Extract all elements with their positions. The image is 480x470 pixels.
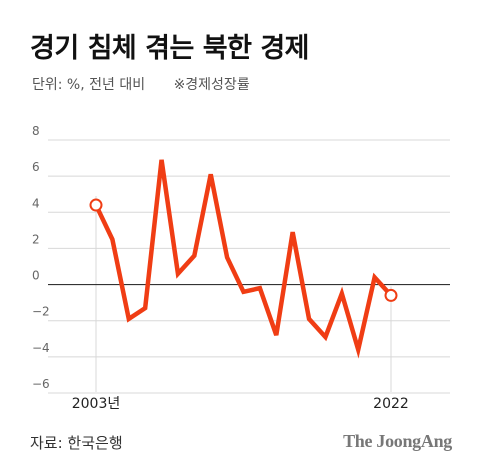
brand-logo: The JoongAng xyxy=(343,431,452,451)
chart-title: 경기 침체 겪는 북한 경제 xyxy=(30,33,310,64)
chart-subtitle: 단위: %, 전년 대비 ※경제성장률 xyxy=(32,74,250,94)
note-label: ※경제성장률 xyxy=(173,77,250,93)
y-tick-label: −6 xyxy=(32,377,50,391)
unit-label: 단위: %, 전년 대비 xyxy=(32,77,146,93)
y-tick-label: −4 xyxy=(32,341,50,355)
y-tick-label: −2 xyxy=(32,305,50,319)
y-tick-label: 8 xyxy=(32,124,40,138)
y-tick-label: 2 xyxy=(32,232,40,246)
y-tick-label: 4 xyxy=(32,196,40,210)
series-line xyxy=(93,159,393,359)
source-label: 자료: 한국은행 xyxy=(30,434,123,452)
y-tick-label: 6 xyxy=(32,160,40,174)
y-tick-label: 0 xyxy=(32,269,40,283)
endpoint-marker xyxy=(384,288,398,302)
endpoint-marker xyxy=(89,198,103,212)
x-tick-label: 2022 xyxy=(373,396,409,412)
x-tick-label: 2003년 xyxy=(72,396,121,412)
